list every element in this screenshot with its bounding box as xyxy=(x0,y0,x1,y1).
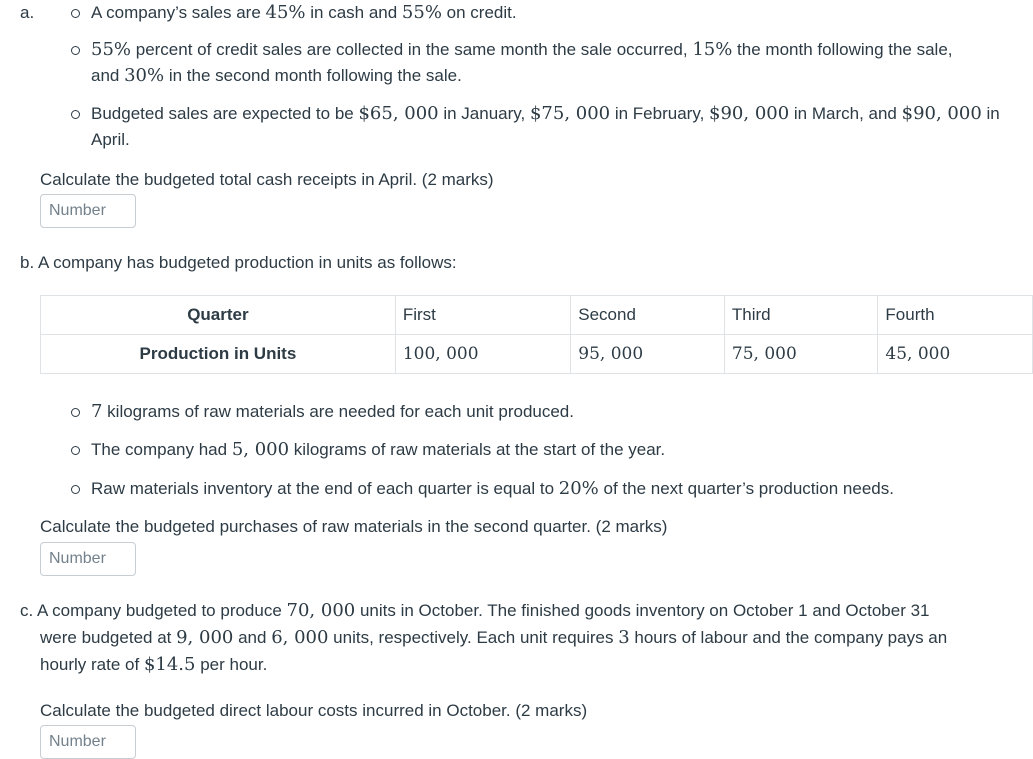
text: and xyxy=(233,628,272,647)
part-b-intro: b. A company has budgeted production in … xyxy=(20,253,457,272)
text: Budgeted sales are expected to be xyxy=(91,104,359,123)
value-second: 95, 000 xyxy=(570,334,725,374)
part-c-answer-input[interactable] xyxy=(40,725,136,759)
text: hours of labour and the company pays an xyxy=(629,628,948,647)
column-header-fourth: Fourth xyxy=(877,295,1033,335)
bullet-icon xyxy=(71,485,80,494)
part-a-question: Calculate the budgeted total cash receip… xyxy=(40,170,494,189)
math: 6, 000 xyxy=(271,627,329,648)
part-b-bullet-1: 7 kilograms of raw materials are needed … xyxy=(91,401,574,423)
math: 30% xyxy=(124,65,165,86)
text: units, respectively. Each unit requires xyxy=(328,628,619,647)
math: $75, 000 xyxy=(529,103,611,124)
text: of the next quarter’s production needs. xyxy=(598,479,894,498)
bullet-icon xyxy=(71,110,80,119)
math: 45% xyxy=(265,2,306,23)
part-a-bullet-3-line-2: April. xyxy=(91,130,130,149)
value-first: 100, 000 xyxy=(394,334,572,374)
math: $90, 000 xyxy=(901,103,982,124)
table-header-row: Quarter First Second Third Fourth xyxy=(40,295,1033,335)
part-a-bullet-2-line-2: and 30% in the second month following th… xyxy=(91,65,462,87)
part-c-line-2: were budgeted at 9, 000 and 6, 000 units… xyxy=(40,627,947,649)
bullet-icon xyxy=(71,9,80,18)
column-header-third: Third xyxy=(723,295,879,335)
text: The company had xyxy=(91,440,232,459)
text: percent of credit sales are collected in… xyxy=(131,40,693,59)
text: A company’s sales are xyxy=(91,3,266,22)
part-c-question: Calculate the budgeted direct labour cos… xyxy=(40,701,588,720)
text: c. A company budgeted to produce xyxy=(20,601,287,620)
math: 9, 000 xyxy=(176,627,234,648)
math: 3 xyxy=(618,627,630,648)
bullet-icon xyxy=(71,46,80,55)
text: in February, xyxy=(610,104,710,123)
part-c-line-1: c. A company budgeted to produce 70, 000… xyxy=(20,600,930,622)
math: 70, 000 xyxy=(286,600,356,621)
part-b-answer-input[interactable] xyxy=(40,542,136,576)
column-header-second: Second xyxy=(570,295,725,335)
production-row-label: Production in Units xyxy=(40,334,396,374)
text: on credit. xyxy=(441,3,517,22)
column-header-first: First xyxy=(394,295,572,335)
table-row: Production in Units 100, 000 95, 000 75,… xyxy=(40,334,1033,374)
math: 20% xyxy=(558,478,599,499)
bullet-icon xyxy=(71,408,80,417)
quarter-header: Quarter xyxy=(40,295,396,335)
text: in xyxy=(981,104,1000,123)
text: hourly rate of xyxy=(40,655,144,674)
math: 15% xyxy=(692,39,733,60)
value-fourth: 45, 000 xyxy=(877,334,1033,374)
value-third: 75, 000 xyxy=(723,334,879,374)
math: $65, 000 xyxy=(358,103,439,124)
part-b-bullet-2: The company had 5, 000 kilograms of raw … xyxy=(91,439,665,461)
part-a-bullet-1: A company’s sales are 45% in cash and 55… xyxy=(91,2,517,24)
part-a-label: a. xyxy=(20,3,35,22)
text: kilograms of raw materials are needed fo… xyxy=(102,402,574,421)
text: in January, xyxy=(438,104,530,123)
math: $90, 000 xyxy=(709,103,790,124)
production-table: Quarter First Second Third Fourth Produc… xyxy=(40,295,1033,374)
math: $14.5 xyxy=(143,654,196,675)
part-b-question: Calculate the budgeted purchases of raw … xyxy=(40,517,668,536)
math: 55% xyxy=(91,39,132,60)
part-a-bullet-3-line-1: Budgeted sales are expected to be $65, 0… xyxy=(91,103,1000,125)
text: kilograms of raw materials at the start … xyxy=(289,440,666,459)
text: Raw materials inventory at the end of ea… xyxy=(91,479,559,498)
text: units in October. The finished goods inv… xyxy=(355,601,930,620)
part-c-line-3: hourly rate of $14.5 per hour. xyxy=(40,654,267,676)
text: per hour. xyxy=(195,655,268,674)
text: were budgeted at xyxy=(40,628,177,647)
text: and xyxy=(91,66,125,85)
bullet-icon xyxy=(71,446,80,455)
part-b-bullet-3: Raw materials inventory at the end of ea… xyxy=(91,478,894,500)
text: in the second month following the sale. xyxy=(164,66,462,85)
part-a-bullet-2-line-1: 55% percent of credit sales are collecte… xyxy=(91,39,953,61)
math: 5, 000 xyxy=(231,439,290,460)
text: in cash and xyxy=(305,3,402,22)
part-a-answer-input[interactable] xyxy=(40,194,136,228)
text: the month following the sale, xyxy=(732,40,953,59)
math: 55% xyxy=(401,2,442,23)
math: 7 xyxy=(91,401,103,422)
text: in March, and xyxy=(789,104,902,123)
